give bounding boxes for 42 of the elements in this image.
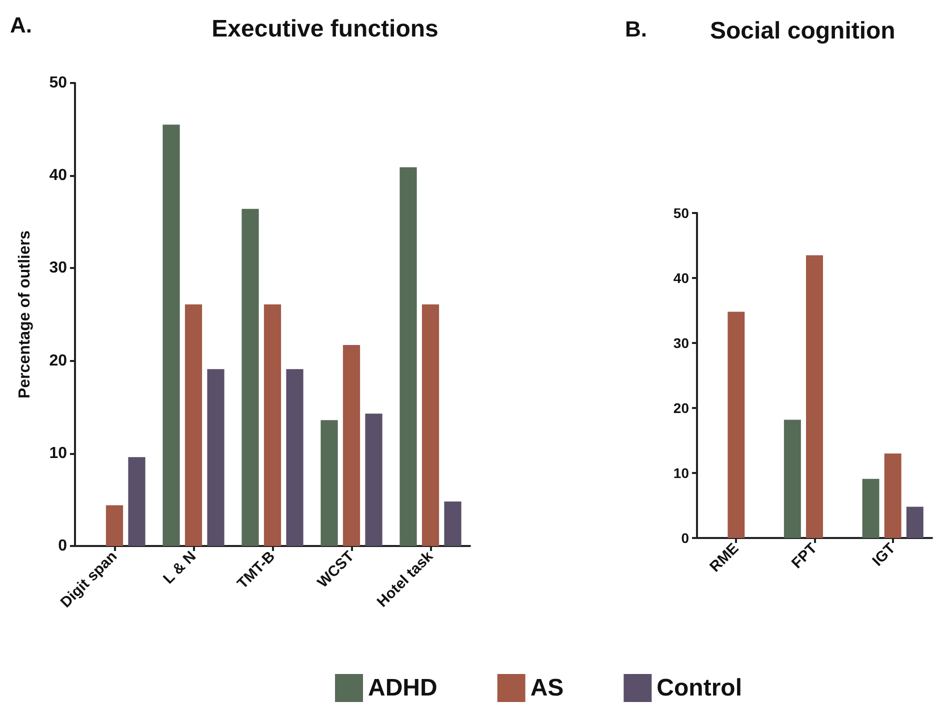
y-tick-label: 30 xyxy=(49,260,68,277)
bar xyxy=(884,454,902,538)
y-tick-label: 0 xyxy=(58,538,68,554)
bar xyxy=(784,420,801,538)
legend-label: ADHD xyxy=(368,674,438,702)
bar xyxy=(728,312,745,538)
bar xyxy=(342,345,360,546)
legend-label: Control xyxy=(656,674,742,702)
bar xyxy=(286,369,304,546)
y-tick-label: 40 xyxy=(673,270,690,286)
y-axis-title: Percentage of outliers xyxy=(16,230,34,399)
bar xyxy=(365,414,382,546)
x-tick-label: IGT xyxy=(869,540,899,570)
bar xyxy=(320,420,338,546)
bar xyxy=(444,502,462,546)
y-tick-label: 30 xyxy=(673,335,690,351)
y-tick-label: 40 xyxy=(49,167,68,184)
x-tick-label: L & N xyxy=(160,548,200,588)
bar xyxy=(128,457,146,546)
y-tick-label: 0 xyxy=(681,530,690,546)
y-tick-label: 20 xyxy=(673,400,690,416)
bar xyxy=(264,304,282,546)
bar xyxy=(906,506,924,538)
chart-title: Social cognition xyxy=(710,18,896,44)
y-tick-label: 10 xyxy=(49,444,68,462)
bar xyxy=(184,304,202,546)
bar xyxy=(106,505,124,546)
bar xyxy=(806,255,823,538)
bar xyxy=(242,208,259,546)
y-tick-label: 50 xyxy=(49,74,68,92)
chart-title: Executive functions xyxy=(212,16,438,42)
bar xyxy=(422,304,440,546)
legend-label: AS xyxy=(530,674,564,702)
bar xyxy=(400,167,417,546)
bar xyxy=(207,369,224,546)
text: B. xyxy=(625,16,647,42)
y-tick-label: 50 xyxy=(673,205,690,221)
y-tick-label: 10 xyxy=(673,465,690,481)
text: A. xyxy=(10,12,32,38)
bar xyxy=(162,124,180,546)
y-tick-label: 20 xyxy=(49,352,68,370)
bar xyxy=(862,478,880,538)
